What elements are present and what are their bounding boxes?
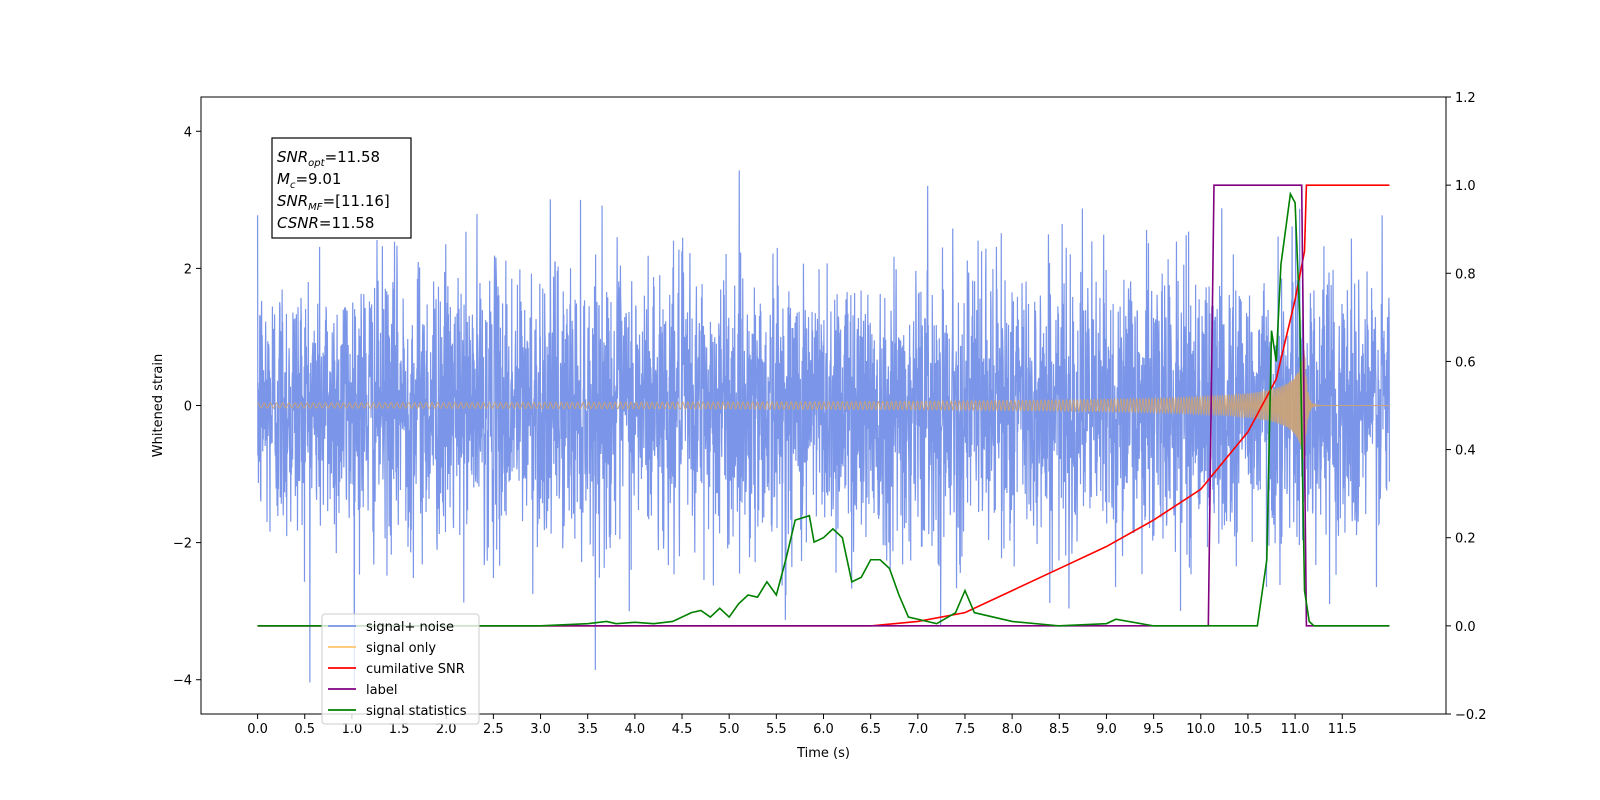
- series-signal-statistics: [257, 191, 1390, 627]
- series-cumulative-snr: [257, 184, 1390, 627]
- legend-frame: [321, 613, 480, 725]
- x-tick-label: 6.0: [813, 722, 834, 737]
- legend-label: cumilative SNR: [366, 662, 465, 677]
- legend: signal+ noise signal only cumilative SNR la…: [321, 613, 480, 725]
- x-tick-label: 5.0: [719, 722, 740, 737]
- x-tick-label: 0.5: [294, 722, 315, 737]
- y-tick-label-left: −2: [173, 537, 192, 552]
- x-tick-label: 1.0: [342, 722, 363, 737]
- x-tick-label: 10.0: [1186, 722, 1215, 737]
- x-tick-label: 9.5: [1143, 722, 1164, 737]
- legend-label: signal only: [366, 641, 436, 656]
- y-tick-label-right: 0.8: [1455, 267, 1476, 282]
- axes: 0.0 0.5 1.0 1.5 2.0 2.5 3.0 3.5 4.0 4.5 5.0 5.5 6.0 6…: [173, 91, 1487, 737]
- x-tick-label: 0.0: [247, 722, 268, 737]
- y-tick-label-right: 0.6: [1455, 355, 1476, 370]
- legend-label: signal statistics: [366, 704, 467, 719]
- plot-area: [256, 170, 1391, 687]
- x-tick-label: 8.0: [1002, 722, 1023, 737]
- x-tick-label: 4.0: [625, 722, 646, 737]
- y-tick-label-left: −4: [173, 674, 192, 689]
- annotation-frame: [271, 137, 412, 239]
- y-tick-label-right: −0.2: [1455, 708, 1487, 723]
- series-signal-only: [257, 350, 1390, 461]
- x-tick-label: 3.0: [530, 722, 551, 737]
- y-tick-label-left: 2: [184, 262, 192, 277]
- annotation-line: CSNR=11.58: [277, 214, 374, 232]
- annotation-line: SNRMF=[11.16]: [277, 192, 390, 213]
- y-tick-label-right: 0.0: [1455, 620, 1476, 635]
- y-tick-label-right: 0.2: [1455, 532, 1476, 547]
- annotation-line: SNRopt=11.58: [277, 148, 380, 169]
- x-tick-label: 11.5: [1328, 722, 1357, 737]
- y-axis-label: Whitened strain: [151, 354, 166, 457]
- x-tick-label: 8.5: [1049, 722, 1070, 737]
- legend-label: signal+ noise: [366, 620, 454, 635]
- x-tick-label: 7.5: [955, 722, 976, 737]
- x-tick-label: 6.5: [860, 722, 881, 737]
- x-tick-label: 5.5: [766, 722, 787, 737]
- x-tick-label: 9.0: [1096, 722, 1117, 737]
- x-tick-label: 2.0: [436, 722, 457, 737]
- y-tick-label-right: 1.0: [1455, 179, 1476, 194]
- y-tick-label-left: 4: [184, 125, 192, 140]
- snr-annotation-box: SNRopt=11.58Mc=9.01SNRMF=[11.16]CSNR=11.…: [271, 137, 412, 239]
- x-tick-label: 2.5: [483, 722, 504, 737]
- legend-label: label: [366, 683, 397, 698]
- y-tick-label-right: 1.2: [1455, 91, 1476, 106]
- x-tick-label: 1.5: [389, 722, 410, 737]
- annotation-line: Mc=9.01: [277, 170, 341, 191]
- y-tick-label-right: 0.4: [1455, 444, 1476, 459]
- y-tick-label-left: 0: [184, 400, 192, 415]
- x-tick-label: 10.5: [1233, 722, 1262, 737]
- x-tick-label: 7.0: [907, 722, 928, 737]
- x-axis-label: Time (s): [796, 746, 850, 761]
- x-tick-label: 11.0: [1281, 722, 1310, 737]
- x-tick-label: 4.5: [672, 722, 693, 737]
- series-signal-noise: [256, 170, 1391, 687]
- x-tick-label: 3.5: [577, 722, 598, 737]
